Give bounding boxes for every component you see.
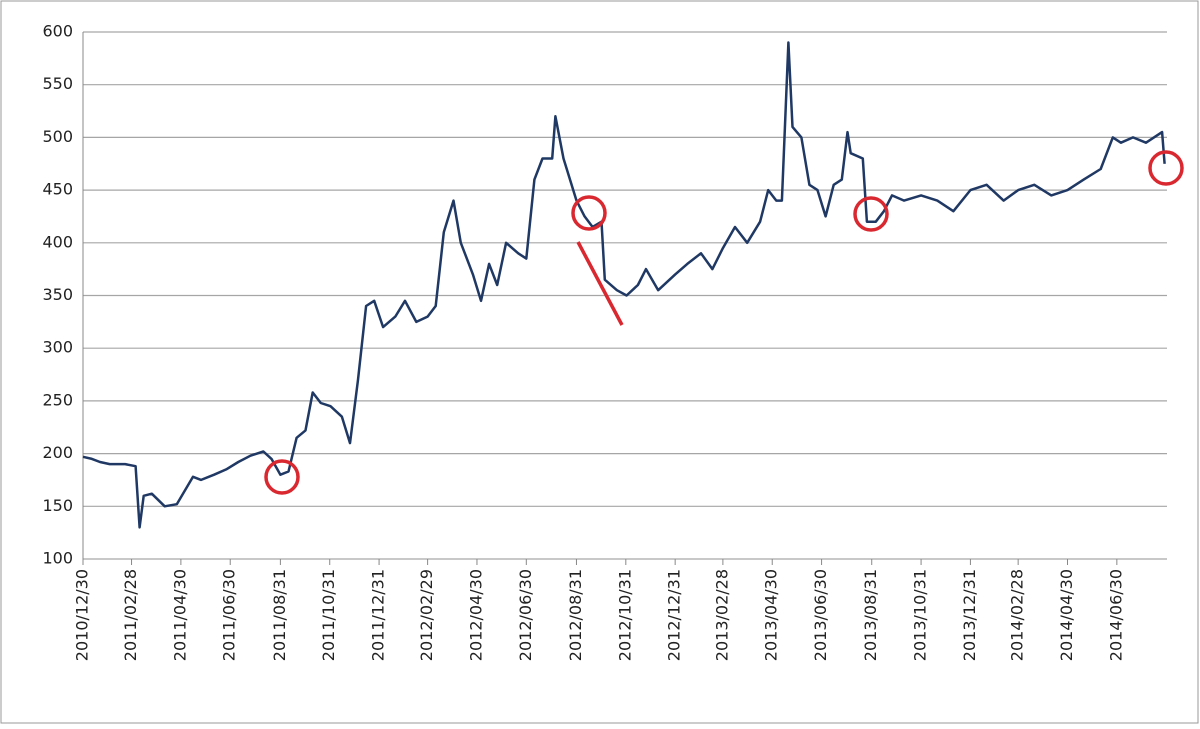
x-tick-label: 2012/02/29 xyxy=(417,569,436,661)
x-tick-label: 2011/08/31 xyxy=(270,569,289,661)
x-tick-label: 2013/12/31 xyxy=(960,569,979,661)
x-tick-label: 2014/02/28 xyxy=(1008,569,1027,661)
x-tick-label: 2011/06/30 xyxy=(220,569,239,661)
data-line xyxy=(82,41,1166,529)
x-tick-label: 2013/08/31 xyxy=(861,569,880,661)
y-tick-label: 350 xyxy=(42,285,73,304)
x-tick-label: 2014/06/30 xyxy=(1106,569,1125,661)
y-tick-label: 150 xyxy=(42,496,73,515)
y-tick-label: 250 xyxy=(42,390,73,409)
x-tick-label: 2010/12/30 xyxy=(73,569,92,661)
y-tick-label: 200 xyxy=(42,443,73,462)
x-tick-label: 2011/04/30 xyxy=(170,569,189,661)
x-tick-label: 2011/02/28 xyxy=(121,569,140,661)
x-tick-label: 2013/04/30 xyxy=(762,569,781,661)
x-tick-label: 2011/12/31 xyxy=(369,569,388,661)
x-tick-label: 2011/10/31 xyxy=(319,569,338,661)
x-tick-label: 2012/10/31 xyxy=(615,569,634,661)
y-tick-label: 400 xyxy=(42,232,73,251)
trend-mark xyxy=(576,241,624,326)
x-tick-label: 2012/04/30 xyxy=(466,569,485,661)
y-tick-label: 300 xyxy=(42,338,73,357)
x-tick-label: 2013/02/28 xyxy=(712,569,731,661)
x-tick-label: 2012/12/31 xyxy=(665,569,684,661)
highlight-circle xyxy=(1148,150,1184,186)
x-tick-label: 2014/04/30 xyxy=(1057,569,1076,661)
y-tick-label: 100 xyxy=(42,549,73,568)
y-tick-label: 600 xyxy=(42,22,73,41)
highlight-circle xyxy=(853,196,889,232)
highlight-circle xyxy=(264,459,300,495)
y-tick-label: 550 xyxy=(42,74,73,93)
x-tick-label: 2012/06/30 xyxy=(516,569,535,661)
x-tick-label: 2013/06/30 xyxy=(811,569,830,661)
x-tick-label: 2012/08/31 xyxy=(566,569,585,661)
y-tick-label: 450 xyxy=(42,180,73,199)
y-tick-label: 500 xyxy=(42,127,73,146)
x-tick-label: 2013/10/31 xyxy=(911,569,930,661)
highlight-circle xyxy=(571,195,607,231)
annotations xyxy=(264,150,1184,495)
